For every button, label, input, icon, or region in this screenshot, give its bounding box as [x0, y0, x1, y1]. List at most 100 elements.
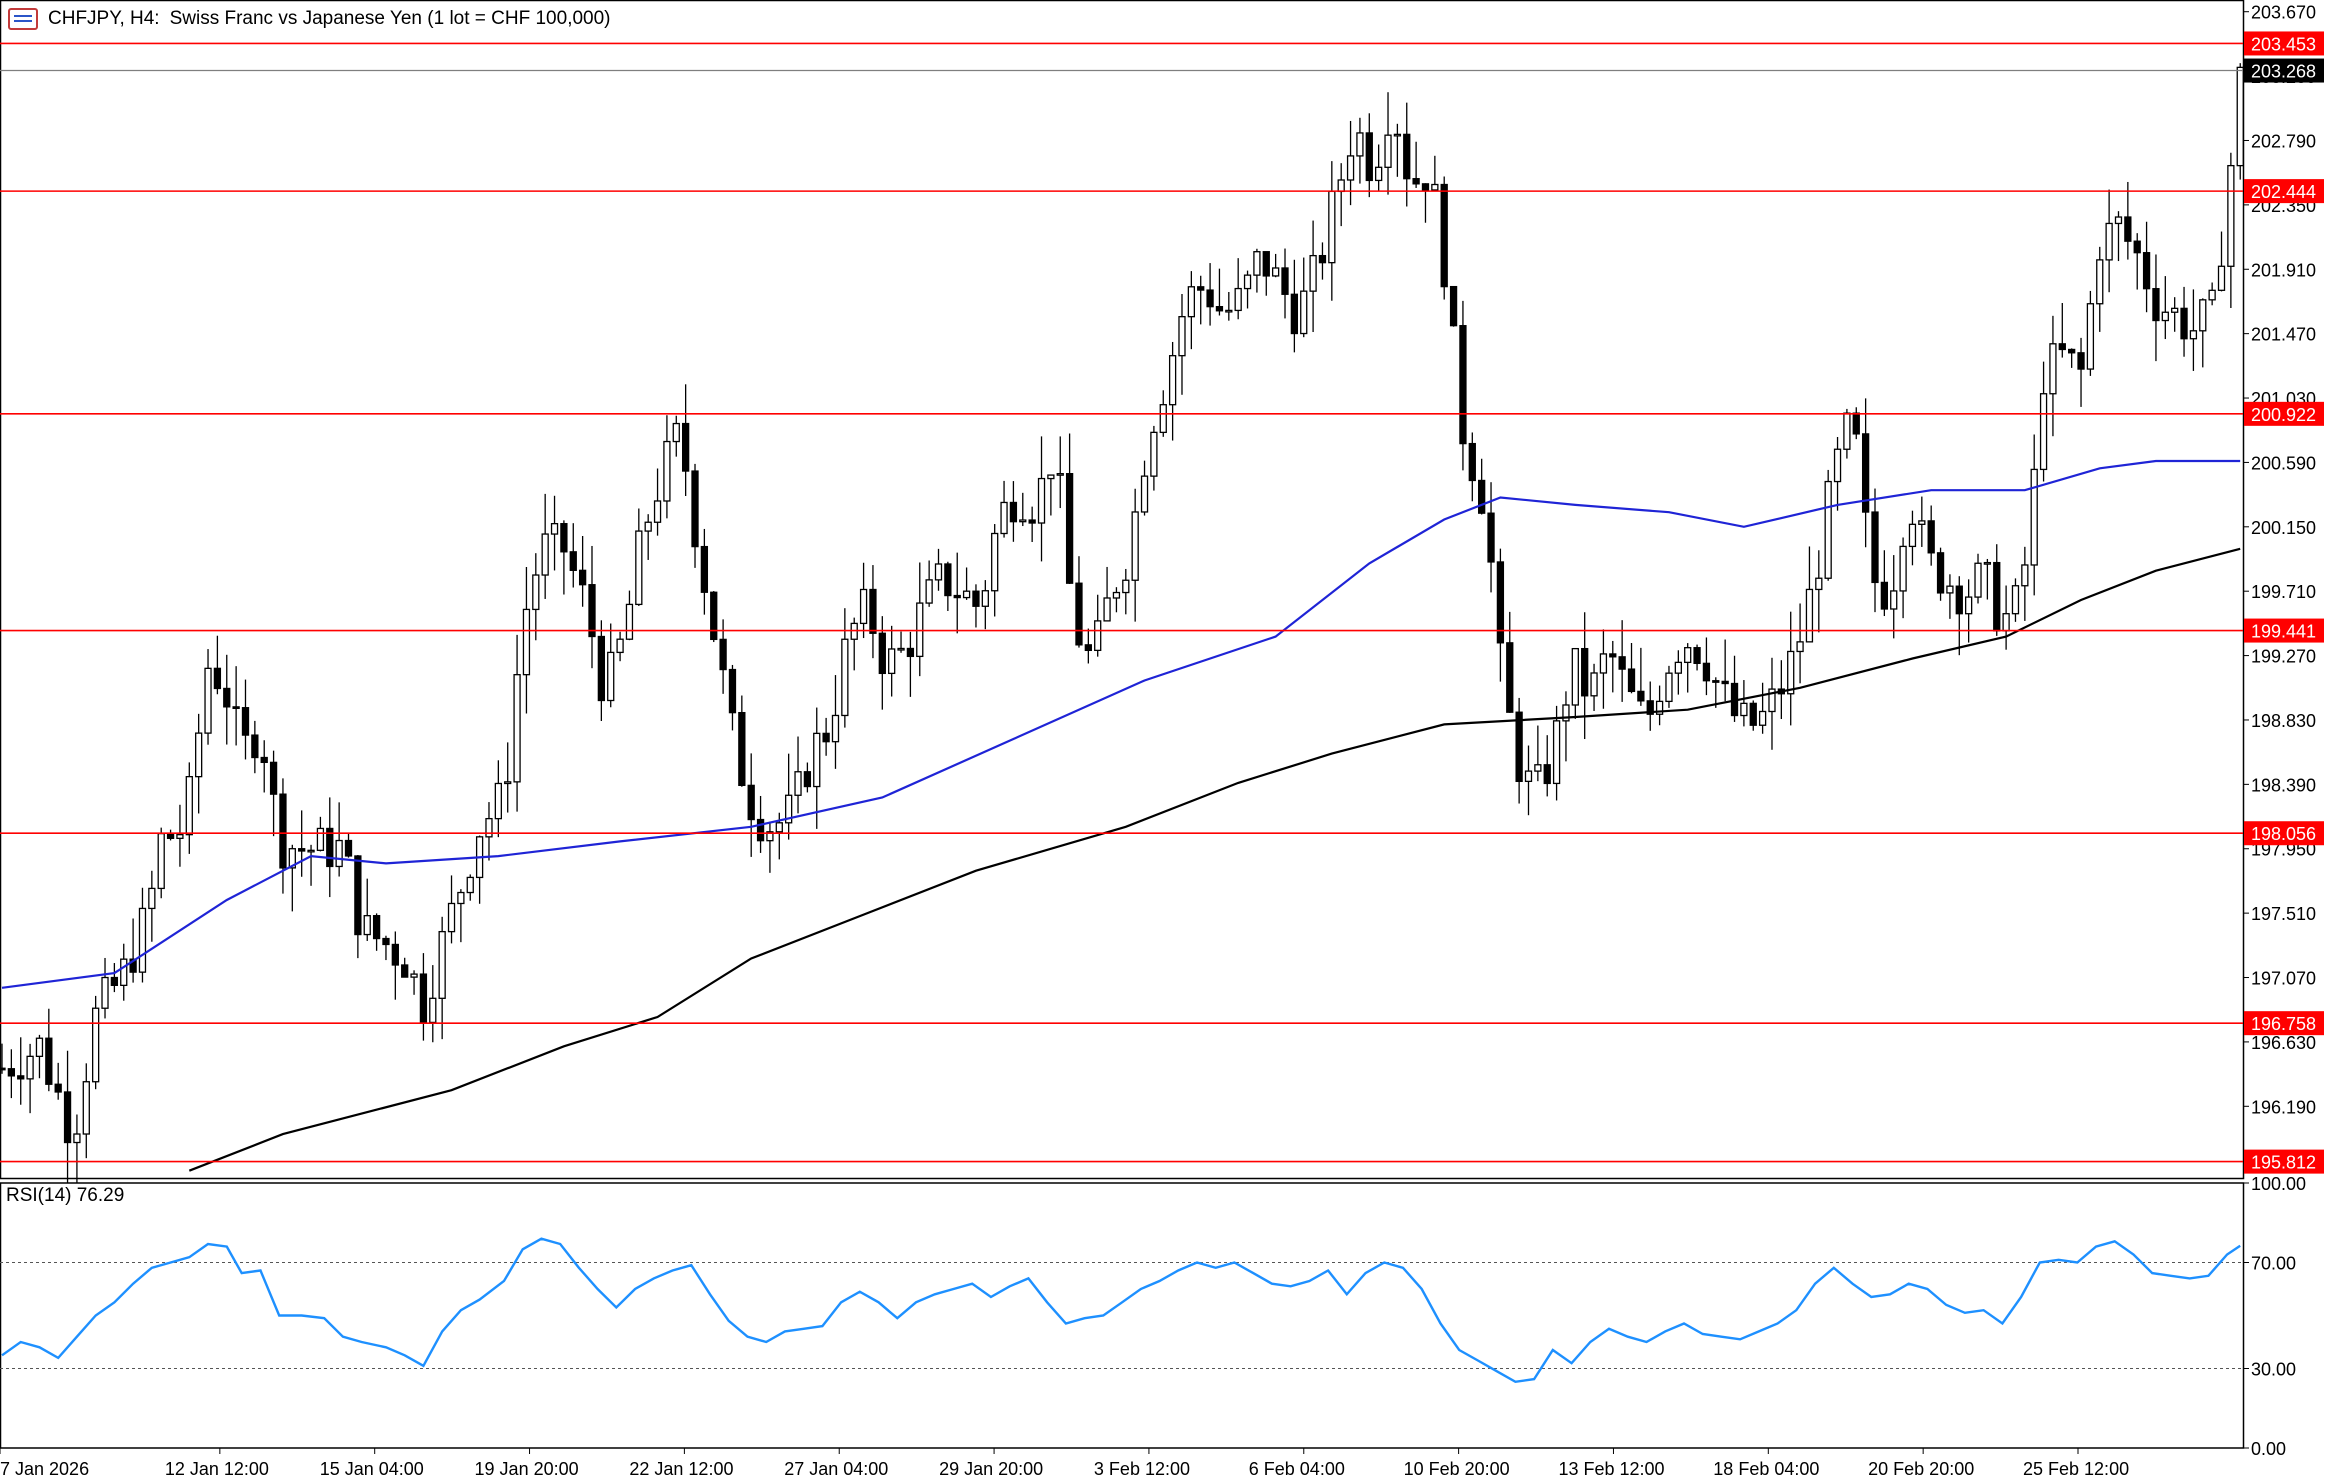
candle-bull — [1890, 590, 1898, 610]
candle-bear — [1712, 680, 1720, 683]
candle-bull — [2030, 468, 2038, 566]
candle-bull — [1843, 412, 1851, 450]
candle-bull — [1740, 702, 1748, 717]
candles — [0, 63, 2244, 1186]
symbol-description: Swiss Franc vs Japanese Yen (1 lot = CHF… — [169, 8, 611, 29]
candle-bull — [2208, 289, 2216, 301]
candle-bear — [1065, 473, 1074, 584]
candle-bear — [803, 771, 812, 788]
rsi-panel-frame — [0, 1182, 2245, 1449]
candle-bull — [1833, 448, 1842, 483]
rsi-tick-label: 30.00 — [2251, 1360, 2296, 1380]
candle-bear — [1627, 668, 1636, 693]
candle-bear — [1281, 267, 1289, 295]
candle-bear — [372, 915, 381, 940]
time-tick-label: 7 Jan 2026 — [0, 1459, 89, 1478]
candle-bull — [1337, 179, 1345, 193]
candle-bear — [1075, 582, 1083, 646]
price-tick-label: 196.630 — [2251, 1033, 2316, 1053]
rsi-indicator-label: RSI(14) 76.29 — [6, 1185, 125, 1206]
time-tick-label: 25 Feb 12:00 — [2023, 1459, 2129, 1478]
candle-bull — [663, 440, 671, 502]
candle-bear — [1009, 501, 1018, 523]
time-tick-label: 10 Feb 20:00 — [1404, 1459, 1510, 1478]
candle-bull — [504, 781, 512, 785]
candle-bear — [1637, 690, 1645, 702]
candle-bear — [578, 569, 587, 586]
candle-bear — [2180, 307, 2188, 340]
candle-bull — [1393, 133, 1402, 137]
candle-bull — [1815, 577, 1823, 591]
candle-bull — [1684, 647, 1692, 664]
candle-bull — [550, 523, 559, 535]
level-label: 200.922 — [2251, 405, 2316, 425]
price-panel[interactable] — [0, 0, 2245, 1186]
chart-header: CHFJPY, H4: Swiss Franc vs Japanese Yen … — [8, 8, 611, 30]
candle-bear — [597, 635, 606, 702]
candle-bull — [2002, 613, 2010, 632]
candle-bear — [1581, 647, 1589, 697]
candle-bull — [73, 1133, 81, 1144]
candle-bear — [232, 706, 240, 710]
candle-bull — [1094, 620, 1102, 652]
candle-bear — [1693, 647, 1701, 665]
candle-bear — [1365, 132, 1373, 182]
candle-bear — [241, 707, 250, 736]
candle-bear — [1852, 412, 1860, 435]
candle-bull — [794, 771, 802, 796]
candle-bull — [813, 732, 821, 788]
candle-bear — [1993, 561, 2001, 632]
candle-bull — [485, 817, 493, 838]
price-tick-label: 196.190 — [2251, 1097, 2316, 1117]
candle-bear — [1403, 133, 1411, 180]
candle-bull — [138, 907, 147, 973]
candle-bull — [26, 1055, 34, 1080]
candle-bull — [2011, 585, 2020, 615]
level-label: 198.056 — [2251, 824, 2316, 844]
candle-bear — [2077, 352, 2085, 370]
candle-bear — [1290, 293, 1299, 335]
candle-bear — [747, 784, 755, 821]
candle-bull — [934, 563, 943, 581]
candle-bull — [925, 579, 933, 604]
candle-bull — [2227, 164, 2235, 267]
candle-bear — [344, 839, 353, 857]
candle-bear — [691, 470, 699, 548]
candle-bear — [1459, 325, 1467, 445]
candle-bull — [2189, 330, 2198, 340]
candle-bear — [2124, 216, 2132, 242]
time-axis: 7 Jan 2026 12 Jan 12:00 15 Jan 04:00 19 Jan… — [0, 1448, 2129, 1478]
candle-bear — [2058, 343, 2066, 351]
candle-bull — [157, 832, 165, 890]
candle-bear — [1197, 286, 1205, 291]
candle-bull — [2096, 259, 2104, 305]
candle-bull — [447, 902, 456, 933]
candle-bear — [2142, 252, 2151, 290]
candle-bull — [1946, 585, 1954, 594]
candle-bear — [2152, 288, 2160, 322]
candle-bull — [1300, 290, 1308, 335]
rsi-panel[interactable] — [0, 1182, 2245, 1449]
candle-bear — [588, 584, 596, 638]
time-tick-label: 3 Feb 12:00 — [1094, 1459, 1190, 1478]
candle-bull — [1375, 166, 1383, 182]
candle-bear — [1721, 680, 1729, 685]
candle-bear — [738, 711, 746, 787]
candle-bull — [2114, 216, 2123, 225]
candle-bull — [888, 648, 896, 675]
candle-bear — [1871, 511, 1879, 584]
chart-window-icon[interactable] — [8, 8, 38, 30]
candle-bear — [1421, 183, 1430, 191]
candle-bear — [166, 832, 175, 839]
candle-bull — [429, 997, 437, 1024]
candle-bull — [92, 1007, 100, 1083]
candle-bear — [1206, 289, 1214, 308]
time-tick-label: 15 Jan 04:00 — [320, 1459, 424, 1478]
price-tick-label: 199.710 — [2251, 582, 2316, 602]
price-tick-label: 199.270 — [2251, 647, 2316, 667]
candle-bull — [2171, 307, 2179, 313]
candle-bull — [1150, 431, 1158, 477]
candle-bear — [17, 1075, 25, 1080]
candle-bull — [1178, 316, 1186, 357]
